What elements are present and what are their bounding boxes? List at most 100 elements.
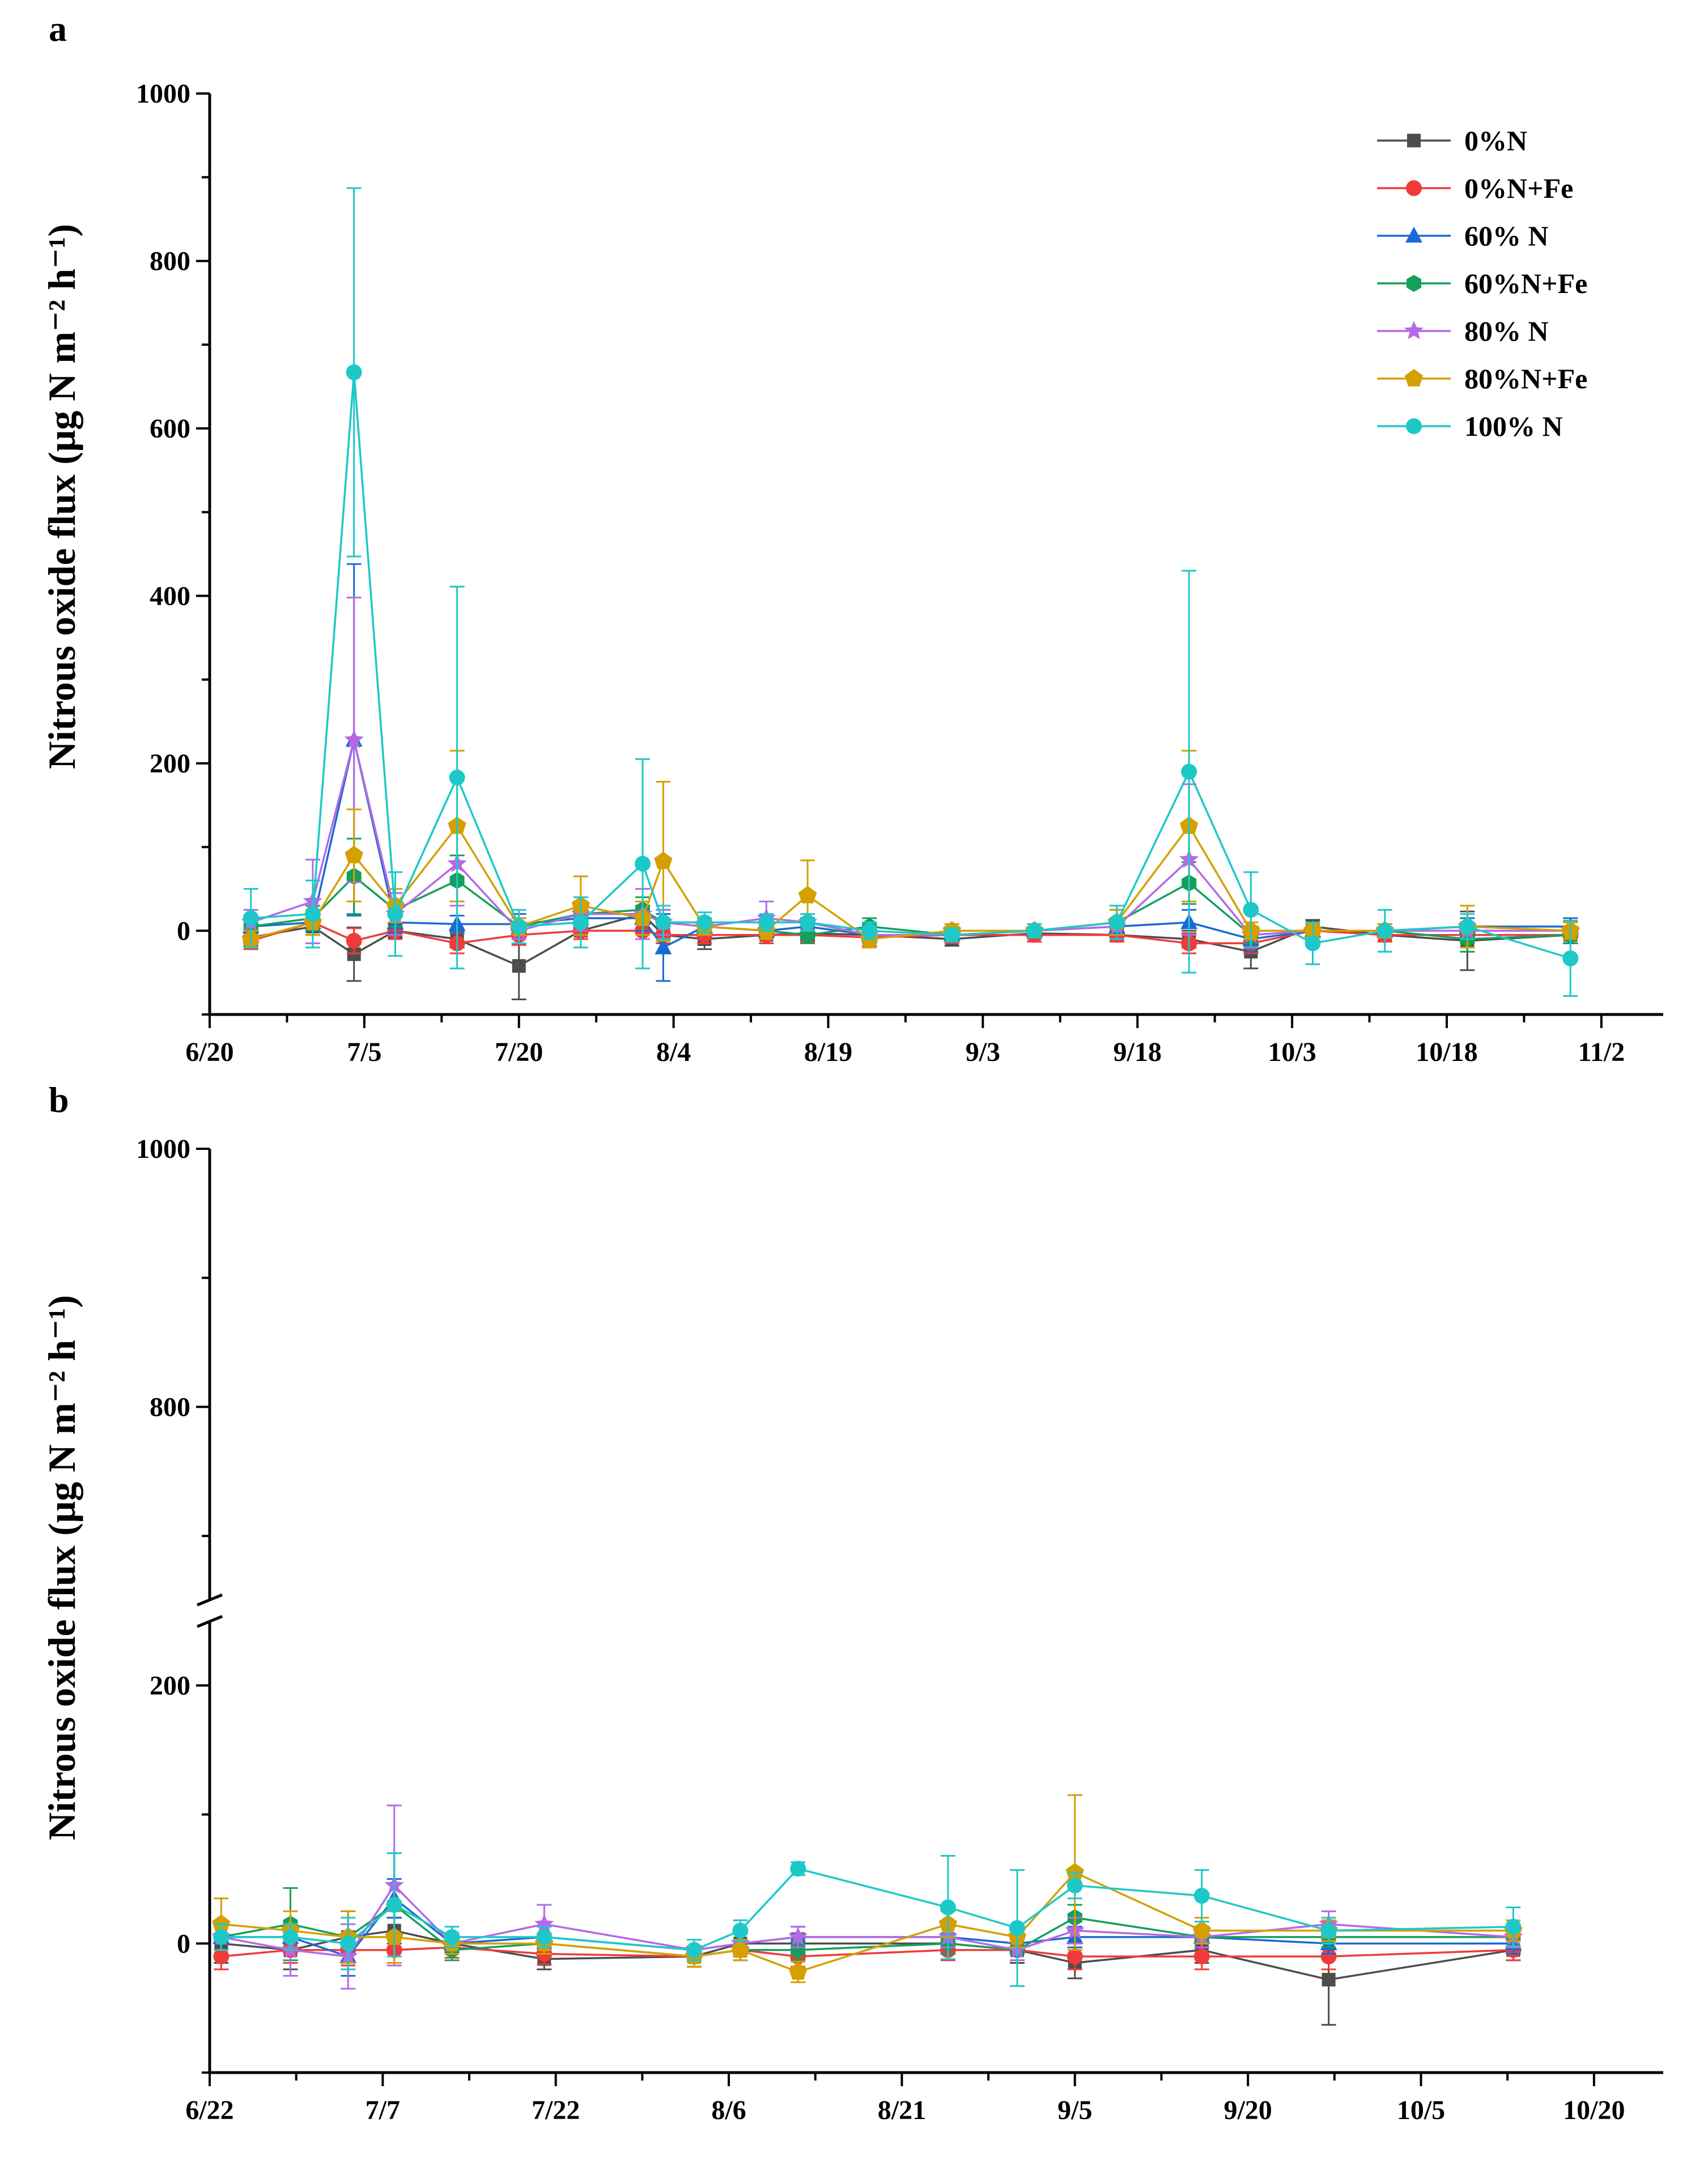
data-point — [1243, 902, 1259, 918]
x-tick-label: 6/20 — [185, 1037, 233, 1067]
data-point — [1562, 950, 1579, 967]
data-point — [1181, 763, 1197, 780]
data-point — [798, 886, 817, 903]
data-point — [788, 1926, 808, 1946]
data-point — [654, 851, 673, 869]
x-tick-label: 9/20 — [1223, 2095, 1272, 2125]
data-point — [282, 1929, 299, 1945]
y-tick-label: 800 — [150, 1392, 190, 1422]
series-line — [250, 372, 1571, 959]
data-point — [1067, 1948, 1083, 1965]
x-tick-label: 6/22 — [185, 2095, 233, 2125]
panel-b-series — [211, 1794, 1523, 2026]
legend-item: 0%N — [1377, 125, 1527, 156]
data-point — [346, 933, 362, 949]
legend-label: 0%N+Fe — [1464, 172, 1573, 204]
y-tick-label: 200 — [150, 749, 190, 779]
y-tick-label: 1000 — [136, 79, 190, 109]
data-point — [449, 769, 465, 786]
data-point — [304, 906, 321, 922]
data-point — [1320, 1922, 1337, 1939]
data-point — [732, 1922, 749, 1939]
data-point — [512, 959, 526, 973]
series-100-n — [213, 1852, 1522, 1987]
data-point — [243, 910, 259, 927]
data-point — [1505, 1918, 1522, 1935]
series-80-n-fe — [241, 750, 1580, 949]
data-point — [655, 914, 672, 931]
data-point — [213, 1929, 230, 1945]
data-point — [345, 846, 363, 864]
x-tick-label: 8/6 — [711, 2095, 746, 2125]
panel-b: b Nitrous oxide flux (μg N m⁻² h⁻¹) 0 200… — [40, 1080, 1663, 2125]
legend-label: 0%N — [1464, 125, 1527, 156]
y-tick-label: 400 — [150, 581, 190, 611]
x-tick-label: 8/19 — [804, 1037, 852, 1067]
data-point — [696, 914, 713, 931]
legend-item: 80%N+Fe — [1377, 363, 1587, 394]
x-tick-label: 9/5 — [1057, 2095, 1092, 2125]
axis-break-mark-lower — [197, 1615, 223, 1628]
data-point — [1320, 1948, 1337, 1965]
y-tick-label: 0 — [177, 1929, 190, 1959]
panel-b-axes: 0 200 800 1000 6/22 7/7 7/22 8/6 8/21 9/5 9/20 10/5… — [136, 1134, 1663, 2125]
series-line — [221, 1946, 1514, 1958]
legend-marker — [1405, 227, 1422, 243]
data-point — [511, 918, 527, 935]
x-tick-label: 10/18 — [1416, 1037, 1477, 1067]
data-point — [861, 923, 878, 939]
legend-label: 80%N+Fe — [1464, 363, 1587, 394]
legend-item: 60% N — [1377, 220, 1549, 252]
axis-break-mark-upper — [197, 1593, 223, 1607]
series-60-n — [242, 563, 1579, 982]
y-tick-label: 800 — [150, 246, 190, 276]
legend-marker — [1407, 275, 1421, 292]
data-point — [212, 1914, 231, 1932]
data-point — [536, 1929, 553, 1945]
data-point — [1067, 1877, 1083, 1893]
x-tick-label: 7/7 — [366, 2095, 400, 2125]
x-tick-label: 10/20 — [1563, 2095, 1625, 2125]
data-point — [1009, 1920, 1025, 1936]
data-point — [386, 1896, 402, 1913]
series-line — [250, 740, 1571, 949]
data-point — [1065, 1863, 1084, 1880]
panel-b-label: b — [49, 1080, 69, 1120]
legend-item: 100% N — [1377, 410, 1563, 442]
panel-a-legend: 0%N 0%N+Fe 60% N 60%N+Fe 80% N 80%N+Fe 100% N — [1377, 125, 1587, 442]
data-point — [790, 1861, 806, 1877]
legend-label: 100% N — [1464, 410, 1563, 442]
legend-marker — [1404, 321, 1424, 339]
legend-marker — [1404, 369, 1424, 387]
x-tick-label: 8/21 — [878, 2095, 926, 2125]
series-80-n — [241, 596, 1580, 949]
panel-a-label: a — [49, 9, 67, 49]
data-point — [655, 938, 672, 954]
data-point — [800, 914, 816, 931]
data-point — [1459, 918, 1476, 935]
series-line — [250, 874, 1571, 940]
y-tick-label: 200 — [150, 1671, 190, 1701]
x-tick-label: 7/20 — [495, 1037, 543, 1067]
x-tick-label: 8/4 — [656, 1037, 691, 1067]
data-point — [731, 1940, 750, 1958]
y-tick-label: 1000 — [136, 1134, 190, 1164]
panel-b-y-axis-title: Nitrous oxide flux (μg N m⁻² h⁻¹) — [40, 1295, 83, 1840]
series-100-n — [243, 187, 1579, 997]
legend-item: 60%N+Fe — [1377, 268, 1587, 299]
data-point — [346, 364, 362, 380]
data-point — [758, 914, 775, 931]
series-line — [250, 921, 1571, 945]
data-point — [791, 1941, 806, 1959]
x-tick-label: 9/18 — [1114, 1037, 1162, 1067]
data-point — [1108, 914, 1125, 931]
data-point — [534, 1914, 554, 1933]
data-point — [444, 1929, 460, 1945]
legend-item: 80% N — [1377, 315, 1549, 347]
panel-a-axes: 0 200 400 600 800 1000 6/20 7/5 7/20 8/4 8/19 9/3 9/… — [136, 79, 1663, 1067]
legend-label: 80% N — [1464, 315, 1549, 347]
data-point — [944, 927, 960, 943]
data-point — [1193, 1888, 1210, 1904]
data-point — [1305, 935, 1321, 952]
